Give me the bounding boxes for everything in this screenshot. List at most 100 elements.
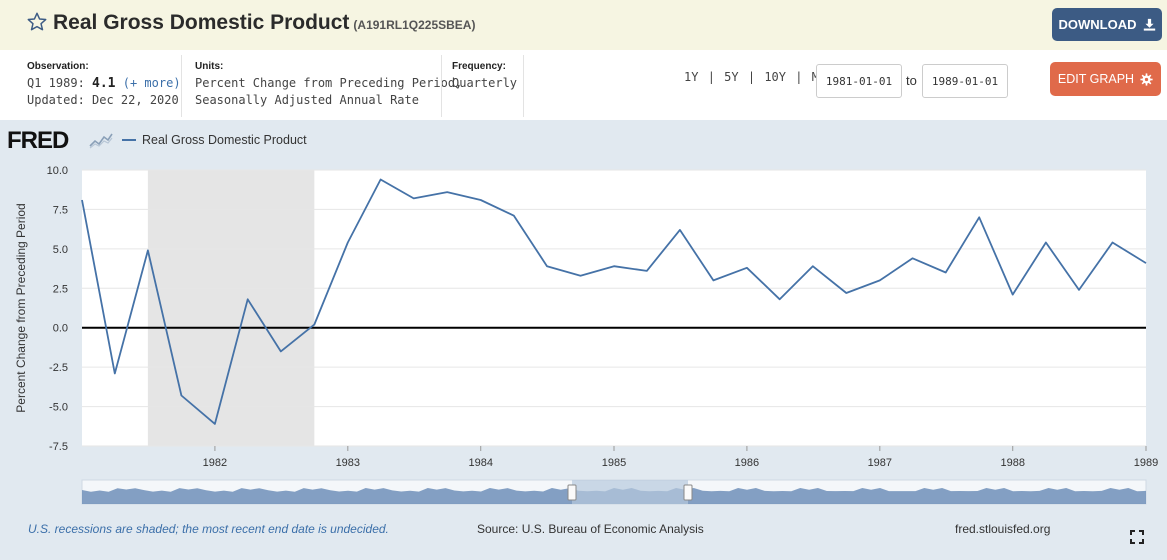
download-button[interactable]: DOWNLOAD — [1052, 8, 1162, 41]
data-point[interactable] — [810, 263, 816, 269]
navigator-left-handle[interactable] — [567, 484, 577, 501]
data-point[interactable] — [744, 265, 750, 271]
data-point[interactable] — [145, 247, 151, 253]
series-meta-bar: Observation: Q1 1989: 4.1 (+ more) Updat… — [0, 50, 1167, 120]
y-tick-label: 5.0 — [53, 244, 68, 256]
data-point[interactable] — [910, 255, 916, 261]
units-line-2: Seasonally Adjusted Annual Rate — [195, 93, 419, 107]
legend-swatch — [122, 139, 136, 141]
frequency-heading: Frequency: — [452, 61, 506, 72]
y-tick-label: -7.5 — [49, 441, 68, 453]
data-point[interactable] — [178, 393, 184, 399]
data-point[interactable] — [710, 277, 716, 283]
data-point[interactable] — [212, 421, 218, 427]
data-point[interactable] — [411, 195, 417, 201]
data-point[interactable] — [777, 296, 783, 302]
data-point[interactable] — [843, 290, 849, 296]
data-point[interactable] — [245, 296, 251, 302]
data-point[interactable] — [1043, 240, 1049, 246]
data-point[interactable] — [278, 348, 284, 354]
data-point[interactable] — [677, 227, 683, 233]
frequency-value: Quarterly — [452, 76, 518, 90]
y-tick-label: 2.5 — [53, 283, 68, 295]
range-1y-link[interactable]: 1Y — [684, 70, 699, 84]
x-tick-label: 1989 — [1134, 457, 1158, 469]
series-line[interactable] — [81, 178, 1147, 425]
data-point[interactable] — [1076, 287, 1082, 293]
fullscreen-icon[interactable] — [1130, 530, 1144, 544]
x-tick-label: 1985 — [602, 457, 626, 469]
data-point[interactable] — [311, 322, 317, 328]
data-point[interactable] — [544, 263, 550, 269]
data-point[interactable] — [577, 273, 583, 279]
gear-icon — [1140, 72, 1153, 86]
observation-block: Observation: Q1 1989: 4.1 (+ more) Updat… — [27, 60, 181, 109]
series-title-text: Real Gross Domestic Product — [53, 11, 350, 34]
data-point[interactable] — [79, 197, 85, 203]
y-tick-label: 7.5 — [53, 204, 68, 216]
meta-divider — [523, 55, 524, 117]
units-heading: Units: — [195, 61, 224, 72]
data-point[interactable] — [444, 189, 450, 195]
range-separator: | — [747, 70, 756, 84]
series-id: (A191RL1Q225SBEA) — [353, 18, 476, 32]
data-point[interactable] — [611, 263, 617, 269]
units-block: Units: Percent Change from Preceding Per… — [195, 60, 462, 109]
page-title: Real Gross Domestic Product (A191RL1Q225S… — [53, 11, 475, 35]
end-date-input[interactable]: 1989-01-01 — [922, 64, 1008, 98]
y-tick-label: 0.0 — [53, 323, 68, 335]
chart-legend: Real Gross Domestic Product — [122, 133, 307, 147]
edit-graph-label: EDIT GRAPH — [1057, 72, 1135, 86]
meta-divider — [441, 55, 442, 117]
data-point[interactable] — [112, 370, 118, 376]
data-point[interactable] — [943, 270, 949, 276]
edit-graph-button[interactable]: EDIT GRAPH — [1050, 62, 1161, 96]
range-separator: | — [707, 70, 715, 84]
range-10y-link[interactable]: 10Y — [764, 70, 786, 84]
data-point[interactable] — [1010, 292, 1016, 298]
data-point[interactable] — [511, 213, 517, 219]
star-icon[interactable] — [26, 11, 48, 33]
data-point[interactable] — [1109, 240, 1115, 246]
y-axis-label: Percent Change from Preceding Period — [14, 203, 28, 412]
x-tick-label: 1984 — [468, 457, 492, 469]
navigator-selection[interactable] — [572, 480, 688, 504]
recession-note: U.S. recessions are shaded; the most rec… — [28, 522, 389, 536]
navigator-right-handle[interactable] — [683, 484, 693, 501]
x-tick-label: 1986 — [735, 457, 759, 469]
range-5y-link[interactable]: 5Y — [724, 70, 739, 84]
header-bar: Real Gross Domestic Product (A191RL1Q225S… — [0, 0, 1167, 50]
data-point[interactable] — [644, 268, 650, 274]
recession-shading — [147, 170, 315, 446]
more-observations-link[interactable]: (+ more) — [122, 76, 181, 90]
data-point[interactable] — [1143, 260, 1149, 266]
observation-line: Q1 1989: 4.1 (+ more) — [27, 75, 181, 92]
observation-value: 4.1 — [92, 76, 116, 91]
data-point[interactable] — [345, 240, 351, 246]
y-tick-label: 10.0 — [47, 165, 68, 177]
data-point[interactable] — [478, 197, 484, 203]
fred-site-link[interactable]: fred.stlouisfed.org — [955, 522, 1051, 536]
start-date-input[interactable]: 1981-01-01 — [816, 64, 902, 98]
data-point[interactable] — [877, 277, 883, 283]
range-separator: | — [795, 70, 803, 84]
frequency-block: Frequency: Quarterly — [452, 60, 517, 92]
updated-date: Updated: Dec 22, 2020 — [27, 93, 179, 107]
y-tick-label: -2.5 — [49, 362, 68, 374]
y-tick-label: -5.0 — [49, 402, 68, 414]
data-point[interactable] — [976, 214, 982, 220]
line-chart[interactable]: 10.0 7.5 5.0 2.5 0.0 -2.5 -5.0 -7.5 1982 1983 198… — [0, 0, 1167, 520]
download-icon — [1143, 18, 1155, 31]
x-tick-label: 1983 — [336, 457, 360, 469]
meta-divider — [181, 55, 182, 117]
data-point[interactable] — [378, 176, 384, 182]
observation-period: Q1 1989: — [27, 76, 85, 90]
x-tick-label: 1988 — [1000, 457, 1024, 469]
data-source: Source: U.S. Bureau of Economic Analysis — [477, 522, 704, 536]
fred-logo[interactable]: FRED — [7, 127, 69, 154]
date-range-to-label: to — [906, 73, 917, 88]
units-line-1: Percent Change from Preceding Period, — [195, 76, 463, 90]
download-label: DOWNLOAD — [1058, 17, 1137, 32]
legend-label: Real Gross Domestic Product — [142, 133, 307, 147]
x-tick-label: 1987 — [868, 457, 892, 469]
